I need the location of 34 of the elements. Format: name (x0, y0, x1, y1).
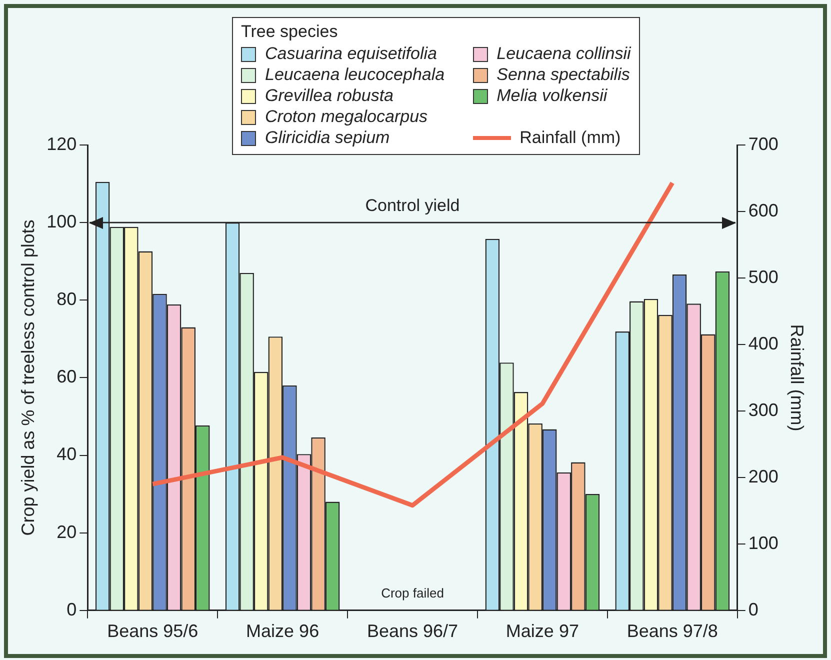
y2-tick-label: 600 (748, 200, 778, 220)
annotation: Crop failed (381, 585, 444, 600)
x-tick-label: Beans 97/8 (626, 621, 718, 642)
y-tick-label: 100 (46, 212, 77, 232)
y2-tick-label: 300 (748, 400, 778, 420)
y2-tick-label: 500 (748, 266, 778, 287)
y-tick-label: 120 (46, 134, 77, 154)
legend-label: Melia volkensii (496, 86, 608, 106)
y2-axis-title: Rainfall (mm) (787, 324, 808, 432)
legend-label: Leucaena leucocephala (265, 65, 445, 85)
x-tick-label: Maize 97 (506, 621, 579, 642)
legend-label: Leucaena collinsii (496, 44, 631, 64)
x-tick-label: Beans 96/7 (366, 621, 458, 642)
y-axis-title: Crop yield as % of treeless control plots (18, 220, 38, 536)
legend-label: Senna spectabilis (496, 65, 630, 85)
ref-line-label: Control yield (365, 196, 460, 215)
y2-tick-label: 400 (748, 333, 778, 354)
legend-label: Rainfall (mm) (520, 128, 621, 148)
y-tick-label: 0 (66, 599, 77, 620)
y2-tick-label: 700 (748, 134, 778, 154)
y-tick-label: 60 (56, 366, 77, 387)
legend-title: Tree species (241, 22, 339, 42)
x-tick-label: Beans 95/6 (107, 621, 198, 642)
y2-tick-label: 0 (748, 599, 758, 620)
y2-tick-label: 200 (748, 466, 778, 486)
y-tick-label: 20 (56, 522, 77, 542)
legend-label: Casuarina equisetifolia (265, 44, 437, 64)
legend-label: Grevillea robusta (265, 86, 394, 106)
y2-tick-label: 100 (748, 532, 778, 553)
legend-label: Croton megalocarpus (265, 107, 428, 127)
y-tick-label: 40 (56, 444, 77, 464)
x-tick-label: Maize 96 (246, 621, 320, 642)
y-tick-label: 80 (56, 289, 77, 310)
legend-label: Gliricidia sepium (265, 128, 390, 148)
